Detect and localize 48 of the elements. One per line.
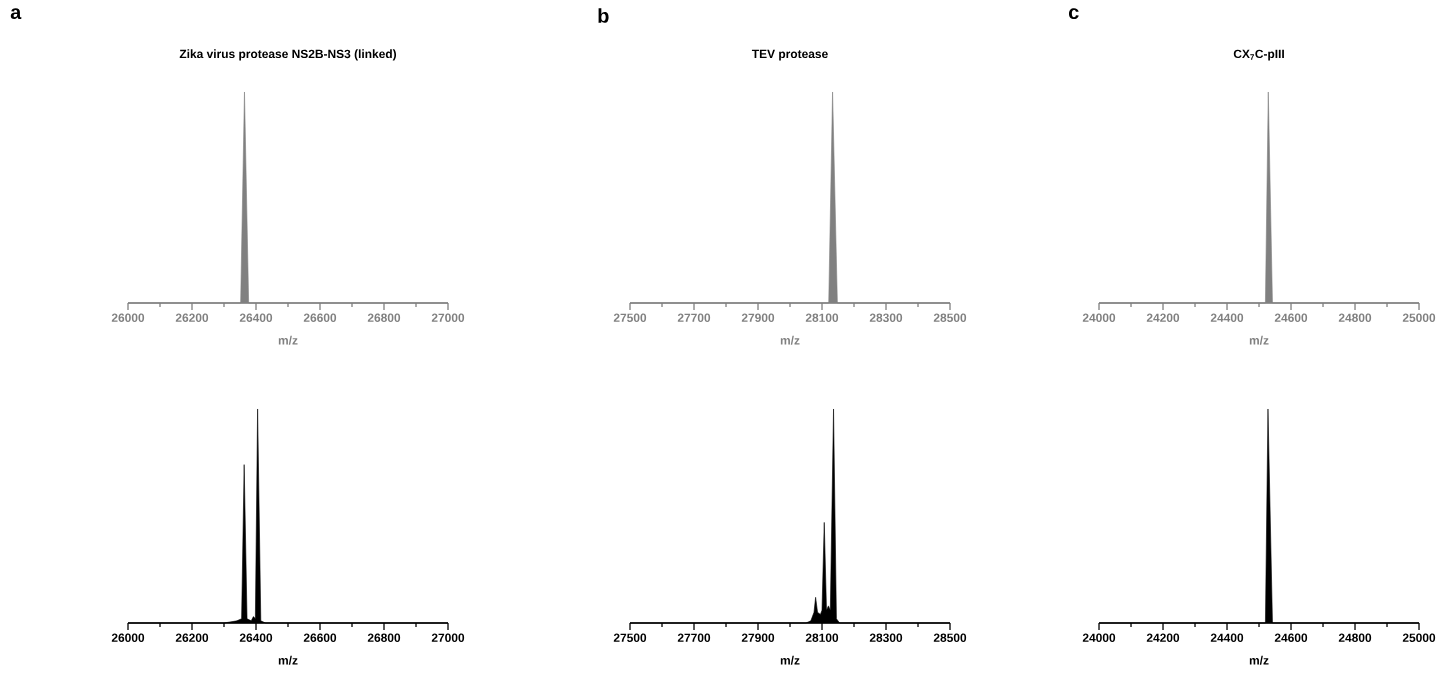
x-tick-label: 25000 bbox=[1402, 313, 1436, 322]
x-tick-label: 27900 bbox=[741, 313, 775, 322]
x-tick-label: 28300 bbox=[869, 313, 903, 322]
x-axis-title: m/z bbox=[278, 655, 298, 665]
x-tick-label: 26800 bbox=[367, 313, 401, 322]
x-tick-label: 24600 bbox=[1274, 313, 1308, 322]
x-tick-label: 27500 bbox=[613, 313, 647, 322]
x-tick-label: 26600 bbox=[303, 633, 337, 642]
x-tick-label: 27900 bbox=[741, 633, 775, 642]
x-axis-title: m/z bbox=[780, 655, 800, 665]
x-tick-label: 26200 bbox=[175, 313, 209, 322]
chart-title: TEV protease bbox=[751, 49, 828, 61]
chart-title: Zika virus protease NS2B-NS3 (linked) bbox=[179, 49, 397, 61]
text: c bbox=[1068, 8, 1079, 20]
x-axis-title: m/z bbox=[780, 335, 800, 345]
x-tick-label: 26200 bbox=[175, 633, 209, 642]
x-tick-label: 24200 bbox=[1146, 313, 1180, 322]
x-tick-label: 26800 bbox=[367, 633, 401, 642]
x-tick-label: 26600 bbox=[303, 313, 337, 322]
x-tick-label: 24400 bbox=[1210, 633, 1244, 642]
x-axis-title: m/z bbox=[1249, 335, 1269, 345]
x-tick-label: 28300 bbox=[869, 633, 903, 643]
text: b bbox=[598, 8, 609, 23]
x-tick-label: 24800 bbox=[1338, 313, 1372, 322]
x-tick-label: 26000 bbox=[111, 313, 145, 322]
x-tick-label: 28500 bbox=[933, 313, 967, 322]
x-tick-label: 24600 bbox=[1274, 633, 1308, 642]
x-tick-label: 27700 bbox=[677, 633, 711, 642]
x-tick-label: 26000 bbox=[111, 633, 145, 642]
x-tick-label: 26400 bbox=[239, 313, 273, 322]
x-tick-label: 25000 bbox=[1402, 633, 1436, 642]
text: a bbox=[10, 8, 22, 20]
x-tick-label: 27700 bbox=[677, 313, 711, 322]
x-axis-title: m/z bbox=[278, 335, 298, 345]
x-tick-label: 27000 bbox=[431, 633, 465, 642]
x-tick-label: 26400 bbox=[239, 633, 273, 642]
x-tick-label: 24000 bbox=[1082, 633, 1116, 642]
x-tick-label: 24800 bbox=[1338, 633, 1372, 642]
chart-title: CX$_{7}$C-pIII bbox=[1233, 49, 1284, 61]
x-tick-label: 28500 bbox=[933, 633, 967, 642]
x-axis-title: m/z bbox=[1249, 655, 1269, 665]
x-tick-label: 28100 bbox=[805, 633, 839, 642]
x-tick-label: 24400 bbox=[1210, 313, 1244, 322]
x-tick-label: 27000 bbox=[431, 313, 465, 322]
x-tick-label: 24200 bbox=[1146, 633, 1180, 642]
x-tick-label: 28100 bbox=[805, 313, 839, 322]
x-tick-label: 27500 bbox=[613, 633, 647, 642]
x-tick-label: 24000 bbox=[1082, 313, 1116, 322]
